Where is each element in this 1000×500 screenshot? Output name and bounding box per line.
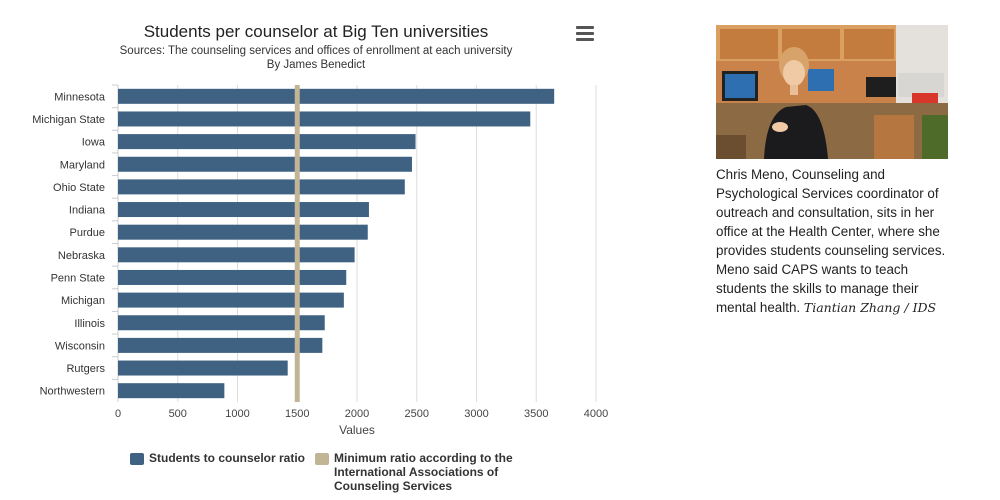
bar [118, 337, 323, 353]
bar [118, 247, 355, 263]
bar [118, 383, 225, 399]
bar-chart: Students per counselor at Big Ten univer… [32, 22, 608, 493]
chart-svg: Students per counselor at Big Ten univer… [32, 22, 608, 437]
photo-caption: Chris Meno, Counseling and Psychological… [716, 165, 956, 317]
category-label: Indiana [69, 205, 106, 217]
bar [118, 88, 555, 104]
bar [118, 111, 531, 127]
category-label: Northwestern [40, 386, 105, 398]
category-label: Michigan State [32, 114, 105, 126]
bar [118, 134, 416, 150]
bar [118, 224, 368, 240]
hamburger-menu-icon[interactable] [574, 24, 596, 44]
x-tick-label: 0 [115, 408, 121, 420]
x-tick-label: 3000 [464, 408, 488, 420]
category-label: Nebraska [58, 250, 106, 262]
category-label: Maryland [60, 159, 105, 171]
x-axis-label: Values [339, 423, 375, 437]
bar [118, 156, 412, 172]
legend-label-series: Students to counselor ratio [149, 451, 306, 465]
x-tick-label: 2000 [345, 408, 369, 420]
x-tick-label: 1000 [225, 408, 249, 420]
bar [118, 269, 347, 285]
chart-subtitle-line: By James Benedict [267, 59, 366, 71]
bar [118, 202, 369, 218]
x-tick-label: 500 [169, 408, 187, 420]
caption-text: Chris Meno, Counseling and Psychological… [716, 167, 946, 315]
bar [118, 315, 325, 331]
x-tick-label: 3500 [524, 408, 548, 420]
category-label: Purdue [70, 227, 105, 239]
counselor-office-photo [716, 25, 948, 159]
category-label: Illinois [74, 318, 105, 330]
category-label: Iowa [82, 137, 106, 149]
legend-swatch-reference [315, 453, 329, 465]
x-tick-label: 1500 [285, 408, 309, 420]
photo-credit: Tiantian Zhang / IDS [803, 300, 937, 315]
legend-swatch-series [130, 453, 144, 465]
chart-subtitle-line: Sources: The counseling services and off… [120, 45, 513, 57]
bar [118, 360, 288, 376]
chart-title: Students per counselor at Big Ten univer… [144, 22, 489, 41]
category-label: Ohio State [53, 182, 105, 194]
x-tick-label: 2500 [405, 408, 429, 420]
category-label: Penn State [51, 272, 105, 284]
bar [118, 292, 344, 308]
category-label: Michigan [61, 295, 105, 307]
legend-label-reference: Minimum ratio according to the Internati… [334, 451, 513, 493]
x-tick-label: 4000 [584, 408, 608, 420]
category-label: Rutgers [66, 363, 105, 375]
category-label: Minnesota [54, 91, 106, 103]
category-label: Wisconsin [55, 340, 105, 352]
reference-line [294, 85, 300, 402]
bar [118, 179, 405, 195]
